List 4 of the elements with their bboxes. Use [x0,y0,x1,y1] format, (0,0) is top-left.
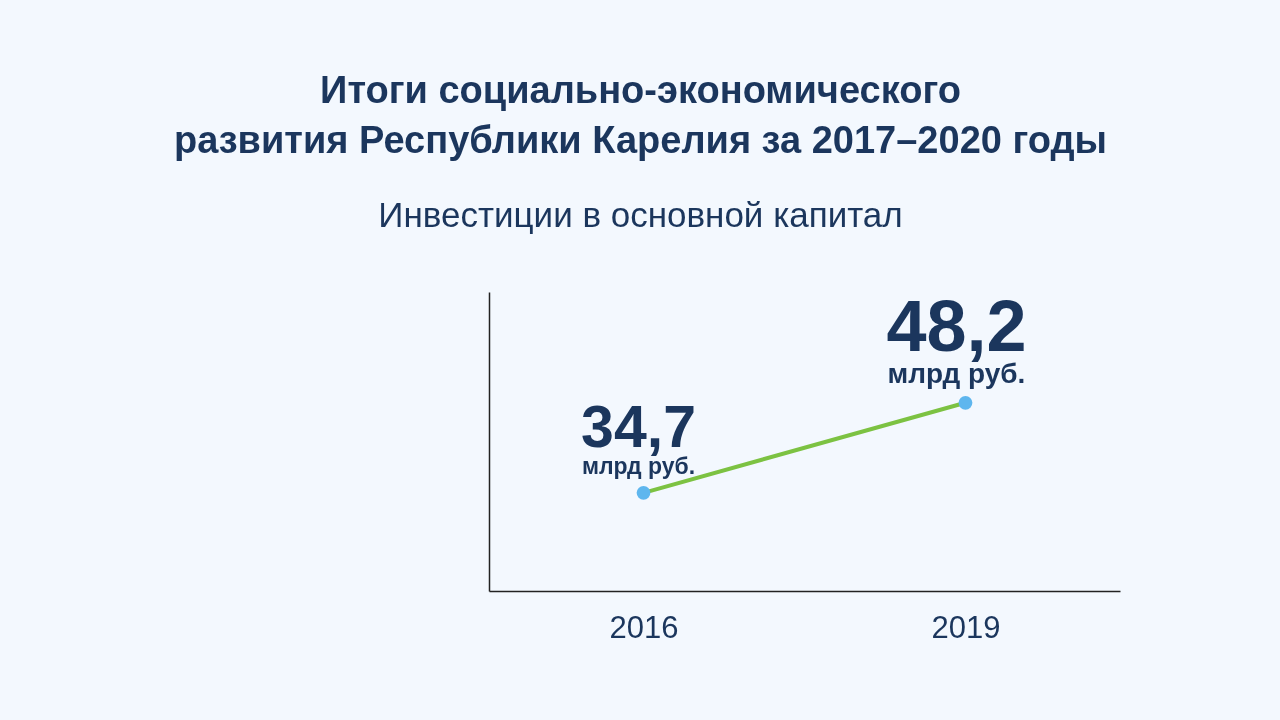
x-tick-label: 2016 [609,609,679,645]
chart-subtitle: Инвестиции в основной капитал [378,195,903,234]
x-tick-label: 2019 [931,609,1001,645]
chart-title: Итоги социально-экономического развития Республики Карелия за 2017–2020 годы [173,69,1108,161]
